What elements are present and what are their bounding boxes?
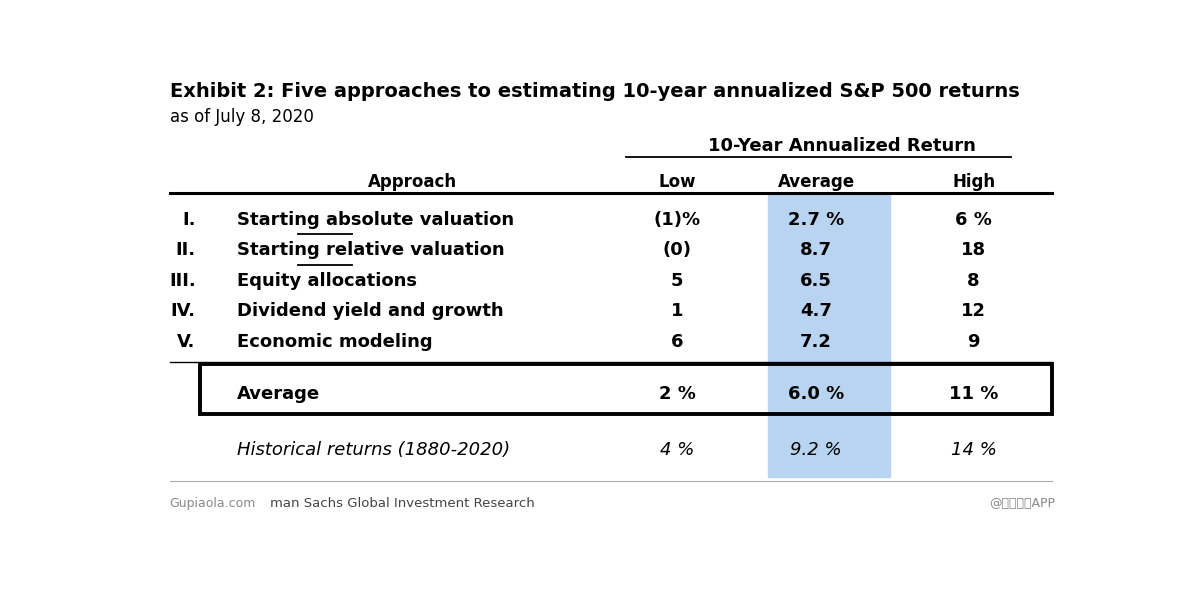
Text: Gupiaola.com: Gupiaola.com (170, 497, 256, 510)
Text: as of July 8, 2020: as of July 8, 2020 (170, 108, 313, 126)
Text: II.: II. (176, 241, 196, 259)
Text: 股票: 股票 (29, 539, 43, 549)
Text: 10-Year Annualized Return: 10-Year Annualized Return (707, 137, 975, 155)
Text: Average: Average (778, 173, 854, 191)
Text: 1: 1 (672, 302, 684, 320)
Text: I.: I. (182, 211, 196, 229)
Text: Equity allocations: Equity allocations (238, 271, 417, 290)
Text: 哦: 哦 (32, 568, 39, 577)
Text: 12: 12 (961, 302, 986, 320)
Text: 5: 5 (672, 271, 684, 290)
Text: 18: 18 (961, 241, 986, 259)
Text: V.: V. (177, 333, 196, 350)
Text: 8: 8 (967, 271, 980, 290)
Text: 8.7: 8.7 (801, 241, 832, 259)
Text: 6: 6 (672, 333, 684, 350)
Text: III.: III. (168, 271, 196, 290)
Text: 9: 9 (968, 333, 980, 350)
Text: Dividend yield and growth: Dividend yield and growth (238, 302, 504, 320)
Bar (201, 364, 1053, 414)
Bar (768, 194, 890, 477)
Text: 6 %: 6 % (955, 211, 992, 229)
Text: 11 %: 11 % (949, 385, 998, 403)
Text: Low: Low (658, 173, 695, 191)
Text: 4.7: 4.7 (801, 302, 832, 320)
Text: 7.2: 7.2 (801, 333, 832, 350)
Text: Economic modeling: Economic modeling (238, 333, 433, 350)
Text: IV.: IV. (171, 302, 196, 320)
Text: (1)%: (1)% (654, 211, 700, 229)
Text: Starting relative valuation: Starting relative valuation (238, 241, 505, 259)
Text: man Sachs Global Investment Research: man Sachs Global Investment Research (270, 497, 534, 510)
Text: 2 %: 2 % (658, 385, 695, 403)
Text: High: High (952, 173, 995, 191)
Text: @智通财经APP: @智通财经APP (989, 497, 1055, 510)
Text: 9.2 %: 9.2 % (790, 441, 842, 459)
Text: Historical returns (1880-2020): Historical returns (1880-2020) (238, 441, 510, 459)
Text: (0): (0) (663, 241, 692, 259)
Text: Average: Average (238, 385, 320, 403)
Text: 14 %: 14 % (951, 441, 997, 459)
Text: 4 %: 4 % (660, 441, 694, 459)
Text: 6.0 %: 6.0 % (788, 385, 845, 403)
Text: Starting absolute valuation: Starting absolute valuation (238, 211, 515, 229)
Text: 2.7 %: 2.7 % (788, 211, 845, 229)
Text: Exhibit 2: Five approaches to estimating 10-year annualized S&P 500 returns: Exhibit 2: Five approaches to estimating… (170, 82, 1019, 101)
Text: 6.5: 6.5 (801, 271, 832, 290)
Text: Approach: Approach (368, 173, 456, 191)
